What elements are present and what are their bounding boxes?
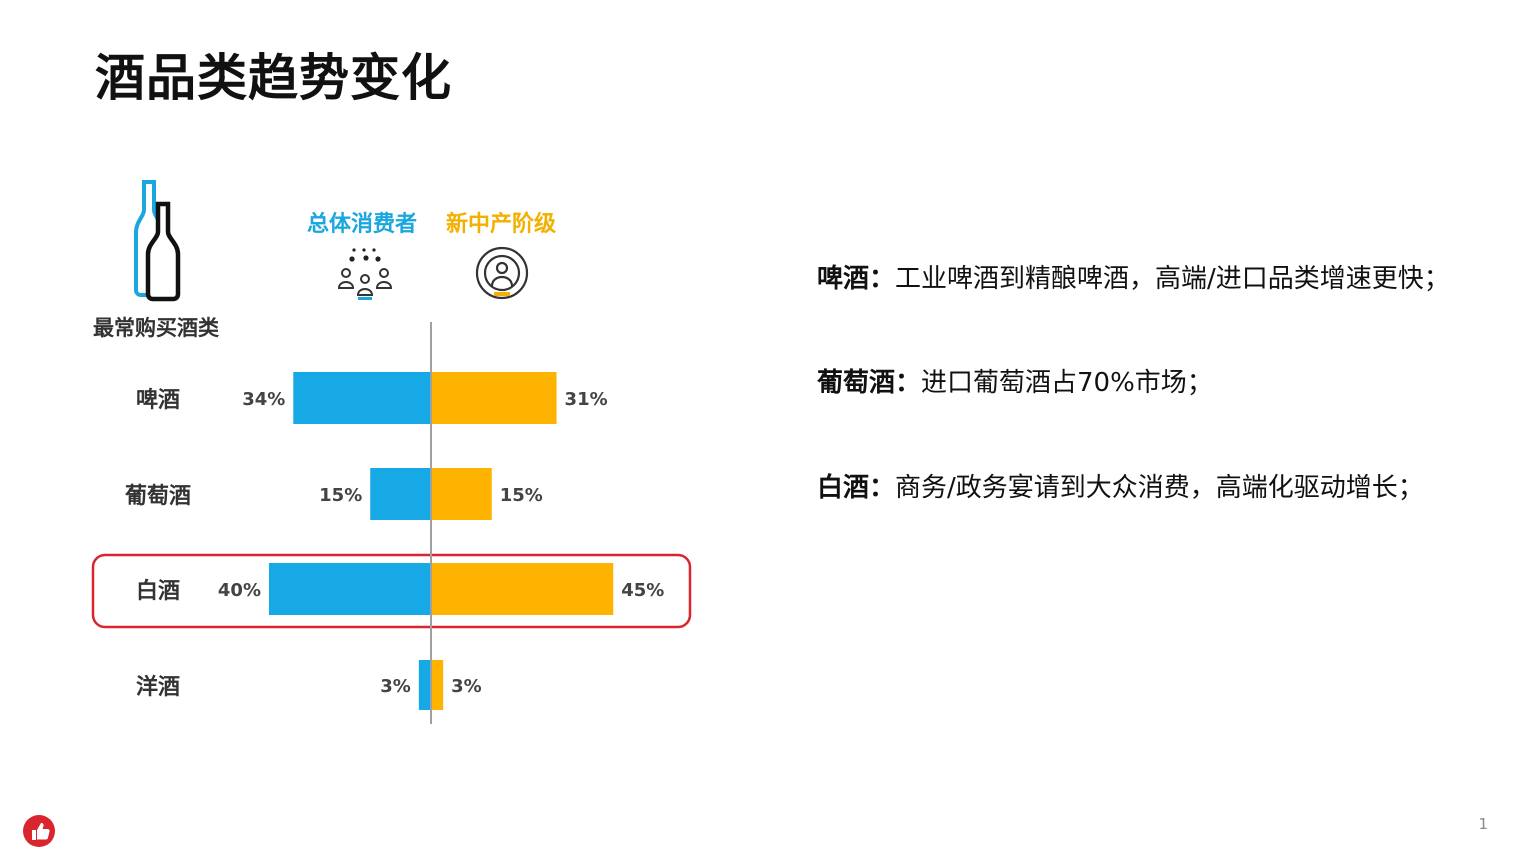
value-label-total-2: 40%	[218, 580, 261, 601]
page-title: 酒品类趋势变化	[95, 49, 452, 107]
point-wine-key: 葡萄酒：	[817, 368, 922, 398]
category-label-0: 啤酒	[136, 387, 180, 413]
category-header: 最常购买酒类	[93, 316, 219, 340]
wine-bottles-icon	[134, 180, 181, 302]
bar-middle-class-0	[431, 372, 557, 424]
value-label-middle-class-2: 45%	[621, 580, 664, 601]
crowd-icon	[337, 248, 393, 300]
category-label-3: 洋酒	[136, 674, 180, 700]
category-label-2: 白酒	[136, 578, 180, 604]
page-number: 1	[1478, 815, 1488, 833]
bar-total-1	[370, 468, 431, 520]
point-beer-text: 工业啤酒到精酿啤酒，高端/进口品类增速更快；	[895, 264, 1450, 294]
bar-middle-class-1	[431, 468, 492, 520]
diverging-bar-chart: 啤酒 34% 31% 葡萄酒 15% 15% 白酒 40% 45% 洋酒 3% 3%	[91, 322, 692, 724]
bar-middle-class-2	[431, 563, 614, 615]
bar-total-2	[269, 563, 431, 615]
person-target-icon	[475, 246, 529, 300]
point-wine-text: 进口葡萄酒占70%市场；	[921, 368, 1213, 398]
value-label-middle-class-3: 3%	[451, 676, 482, 697]
value-label-total-3: 3%	[380, 676, 411, 697]
series-label-middle-class: 新中产阶级	[446, 212, 557, 237]
value-label-total-1: 15%	[319, 485, 362, 506]
point-beer: 啤酒：工业啤酒到精酿啤酒，高端/进口品类增速更快；	[817, 258, 1450, 295]
point-baijiu-text: 商务/政务宴请到大众消费，高端化驱动增长；	[895, 473, 1424, 503]
point-baijiu: 白酒：商务/政务宴请到大众消费，高端化驱动增长；	[817, 467, 1424, 504]
value-label-middle-class-1: 15%	[500, 485, 543, 506]
point-baijiu-key: 白酒：	[817, 473, 896, 503]
bar-total-0	[293, 372, 431, 424]
category-label-1: 葡萄酒	[124, 484, 191, 509]
value-label-middle-class-0: 31%	[565, 389, 608, 410]
point-beer-key: 啤酒：	[817, 264, 896, 294]
bar-total-3	[418, 660, 431, 710]
point-wine: 葡萄酒：进口葡萄酒占70%市场；	[817, 362, 1213, 399]
thumbs-up-icon	[23, 815, 55, 847]
bar-middle-class-3	[431, 660, 444, 710]
highlight-box	[91, 553, 692, 629]
value-label-total-0: 34%	[242, 389, 285, 410]
series-label-total: 总体消费者	[307, 212, 418, 237]
